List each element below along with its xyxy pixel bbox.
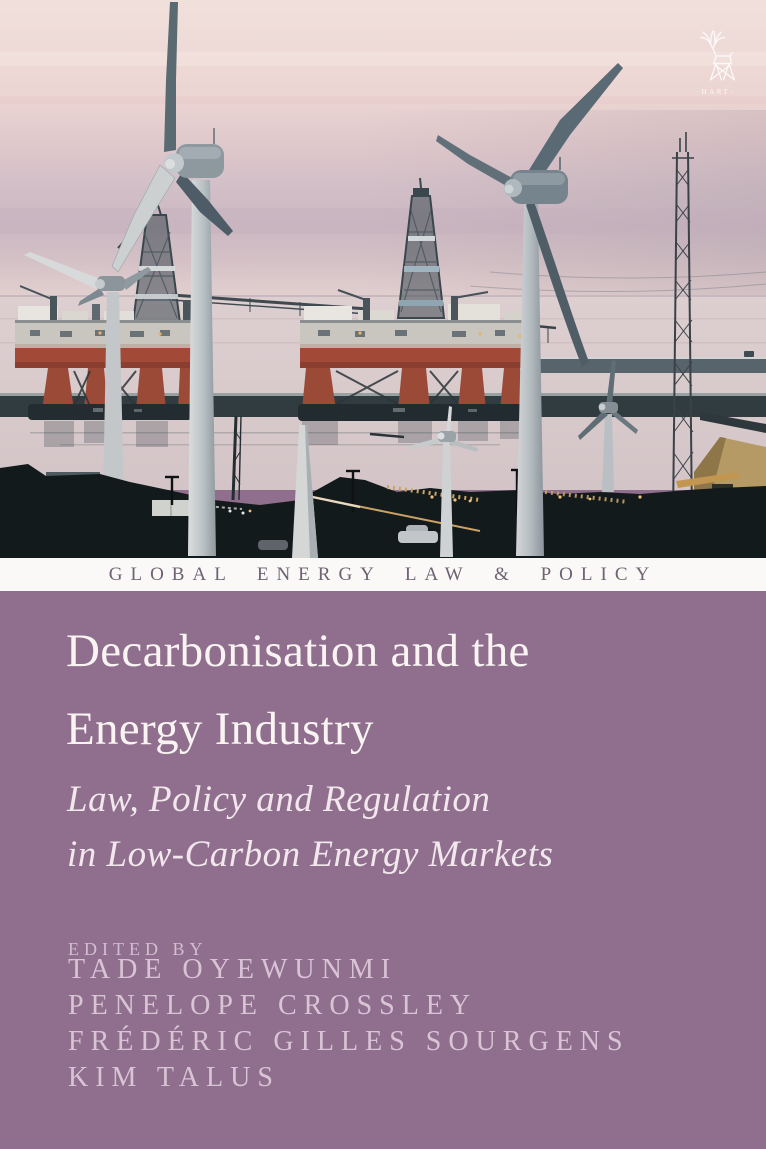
book-subtitle-line1: Law, Policy and Regulation: [67, 779, 491, 820]
oil-rig-right: [298, 177, 557, 421]
hart-stag-icon: [700, 30, 736, 81]
port-crane-mast: [231, 415, 242, 501]
book-title-line2: Energy Industry: [66, 703, 374, 755]
wind-turbine-small-right: [578, 360, 638, 492]
editor-name: FRÉDÉRIC GILLES SOURGENS: [68, 1026, 630, 1057]
edited-by-label: EDITED BY: [68, 939, 208, 959]
hart-logo: ·HART·: [692, 30, 740, 96]
editors-list: TADE OYEWUNMI PENELOPE CROSSLEY FRÉDÉRIC…: [68, 952, 630, 1096]
water-reflections: [30, 421, 530, 447]
book-subtitle-line2: in Low-Carbon Energy Markets: [67, 834, 554, 875]
editor-name: KIM TALUS: [68, 1062, 280, 1093]
wind-turbine-mid: [409, 406, 478, 557]
white-mast: [292, 425, 318, 558]
editor-name: TADE OYEWUNMI: [68, 954, 398, 985]
wind-turbine-large-left: [111, 2, 233, 556]
wind-turbine-small-left: [24, 252, 151, 497]
hart-wordmark: ·HART·: [696, 88, 736, 96]
series-band: GLOBAL ENERGY LAW & POLICY: [0, 558, 766, 591]
book-title-line1: Decarbonisation and the: [66, 625, 530, 677]
wind-turbine-large-right: [436, 63, 623, 556]
crane-arm: [676, 472, 739, 488]
sky: [0, 0, 766, 300]
book-title: Decarbonisation and the Energy Industry: [66, 612, 530, 768]
title-panel: Decarbonisation and the Energy Industry …: [0, 591, 766, 1149]
cover-photo: [0, 0, 766, 558]
book-subtitle: Law, Policy and Regulation in Low-Carbon…: [67, 772, 553, 882]
editor-name: PENELOPE CROSSLEY: [68, 990, 478, 1021]
parked-cars: [258, 525, 438, 550]
series-title: GLOBAL ENERGY LAW & POLICY: [108, 563, 658, 585]
